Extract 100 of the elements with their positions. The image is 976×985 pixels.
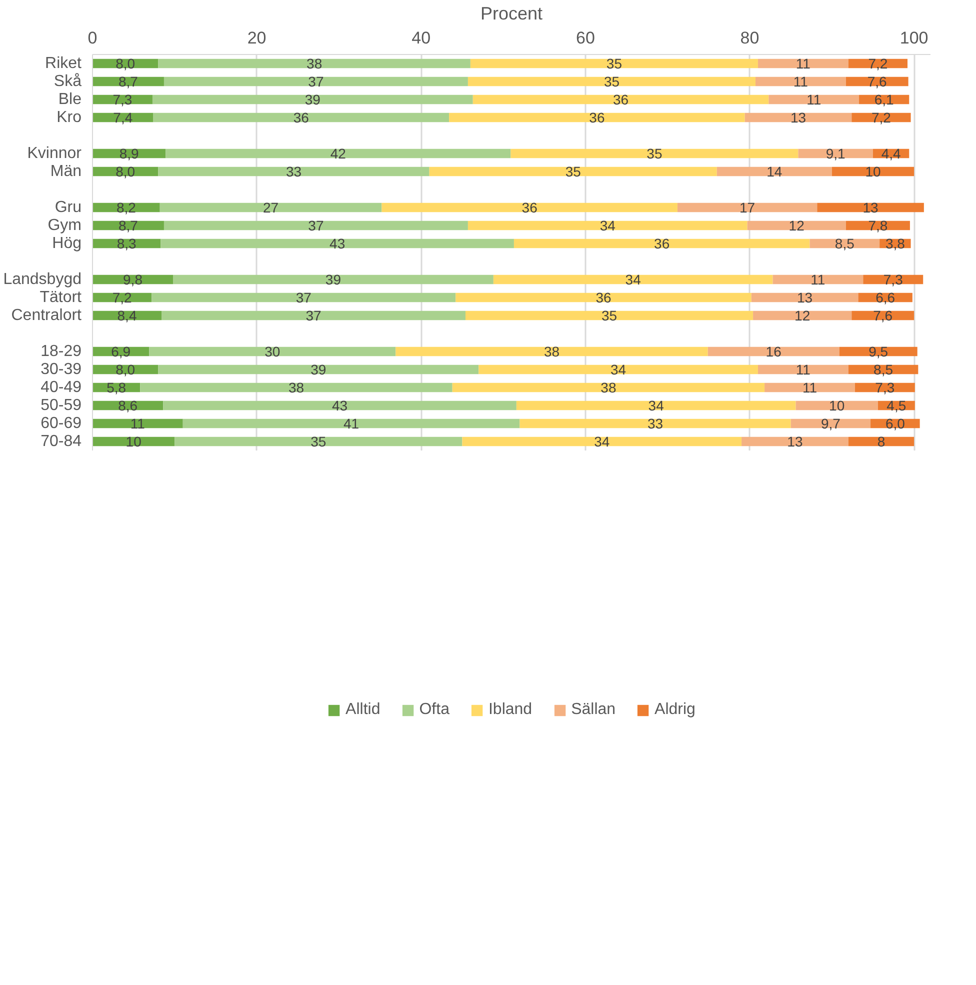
data-label: 9,5 bbox=[868, 344, 888, 360]
data-label: 8,9 bbox=[119, 146, 140, 162]
data-label: 7,6 bbox=[867, 74, 888, 90]
data-label: 6,0 bbox=[885, 416, 906, 432]
data-label: 3,8 bbox=[885, 236, 906, 252]
data-label: 7,3 bbox=[883, 272, 904, 288]
data-label: 17 bbox=[740, 200, 756, 216]
data-label: 13 bbox=[790, 110, 806, 126]
bar bbox=[516, 400, 796, 410]
data-label: 36 bbox=[522, 200, 538, 216]
bar bbox=[149, 346, 396, 356]
y-tick-label: Landsbygd bbox=[3, 271, 82, 288]
bar bbox=[158, 364, 479, 374]
data-label: 7,6 bbox=[873, 308, 893, 324]
y-tick-label: 18-29 bbox=[40, 343, 82, 360]
data-label: 38 bbox=[306, 56, 322, 72]
bar bbox=[429, 166, 717, 176]
data-label: 7,2 bbox=[868, 56, 888, 72]
y-tick-label: Gru bbox=[54, 199, 82, 216]
data-label: 34 bbox=[610, 362, 626, 378]
data-label: 39 bbox=[325, 272, 342, 288]
y-tick-label: Män bbox=[50, 163, 82, 180]
data-label: 8,0 bbox=[116, 164, 136, 180]
y-tick-label: 40-49 bbox=[40, 379, 82, 396]
y-tick-label: Centralort bbox=[11, 307, 82, 324]
data-label: 33 bbox=[286, 164, 302, 180]
bar bbox=[756, 76, 846, 86]
bar bbox=[472, 94, 769, 104]
data-label: 11 bbox=[796, 362, 811, 378]
data-label: 36 bbox=[612, 92, 629, 108]
data-label: 11 bbox=[806, 92, 822, 108]
data-label: 9,7 bbox=[820, 416, 841, 432]
legend-label: Ofta bbox=[419, 701, 450, 719]
bar bbox=[520, 418, 791, 428]
data-label: 30 bbox=[264, 344, 280, 360]
bar bbox=[92, 418, 183, 428]
bar bbox=[158, 166, 430, 176]
data-label: 9,8 bbox=[123, 272, 143, 288]
x-tick-label: 20 bbox=[247, 28, 266, 48]
bar bbox=[163, 400, 516, 410]
bar bbox=[160, 202, 382, 212]
x-axis-title: Procent bbox=[480, 4, 543, 24]
bar bbox=[164, 76, 468, 86]
bar bbox=[772, 274, 864, 284]
bar bbox=[382, 202, 678, 212]
data-label: 7,2 bbox=[871, 110, 892, 126]
bar bbox=[452, 382, 765, 392]
bar bbox=[166, 148, 511, 158]
data-label: 34 bbox=[594, 434, 610, 450]
y-tick-label: 70-84 bbox=[40, 433, 82, 450]
data-label: 11 bbox=[793, 74, 808, 90]
data-label: 11 bbox=[130, 416, 146, 432]
data-label: 13 bbox=[797, 290, 813, 306]
bar bbox=[164, 220, 468, 230]
data-label: 33 bbox=[647, 416, 664, 432]
data-label: 36 bbox=[293, 110, 310, 126]
data-label: 38 bbox=[288, 380, 304, 396]
bar bbox=[510, 148, 798, 158]
bar bbox=[742, 436, 848, 446]
bar bbox=[162, 310, 466, 320]
bar bbox=[470, 58, 758, 68]
y-tick-label: Ble bbox=[58, 91, 82, 108]
y-tick-label: Skå bbox=[54, 73, 82, 90]
bar bbox=[158, 58, 470, 68]
data-label: 5,8 bbox=[106, 380, 126, 396]
data-label: 35 bbox=[601, 308, 618, 324]
data-label: 8,2 bbox=[116, 200, 136, 216]
data-label: 35 bbox=[646, 146, 662, 162]
data-label: 34 bbox=[648, 398, 664, 414]
bar bbox=[160, 238, 514, 248]
data-label: 8 bbox=[877, 434, 886, 450]
data-label: 12 bbox=[794, 308, 810, 324]
data-label: 8,0 bbox=[116, 56, 136, 72]
data-label: 8,4 bbox=[117, 308, 137, 324]
data-label: 37 bbox=[308, 218, 324, 234]
bar bbox=[456, 292, 752, 302]
data-label: 7,3 bbox=[875, 380, 895, 396]
bar bbox=[465, 310, 754, 320]
data-label: 8,6 bbox=[118, 398, 138, 414]
bar bbox=[140, 382, 452, 392]
y-tick-label: 30-39 bbox=[40, 361, 82, 378]
data-label: 7,2 bbox=[112, 290, 132, 306]
data-label: 37 bbox=[296, 290, 312, 306]
y-tick-label: Hög bbox=[52, 235, 82, 252]
x-tick-label: 60 bbox=[576, 28, 595, 48]
data-label: 37 bbox=[306, 308, 322, 324]
bar bbox=[396, 346, 708, 356]
data-label: 8,7 bbox=[118, 218, 138, 234]
bar bbox=[152, 94, 473, 104]
bar bbox=[716, 166, 832, 176]
x-tick-label: 80 bbox=[740, 28, 760, 48]
data-label: 7,8 bbox=[868, 218, 888, 234]
data-label: 13 bbox=[787, 434, 803, 450]
bar bbox=[708, 346, 840, 356]
data-label: 8,0 bbox=[116, 362, 136, 378]
bar bbox=[514, 238, 810, 248]
data-label: 7,3 bbox=[112, 92, 132, 108]
x-tick-label: 40 bbox=[412, 28, 431, 48]
bar bbox=[153, 112, 450, 122]
bar bbox=[173, 274, 494, 284]
